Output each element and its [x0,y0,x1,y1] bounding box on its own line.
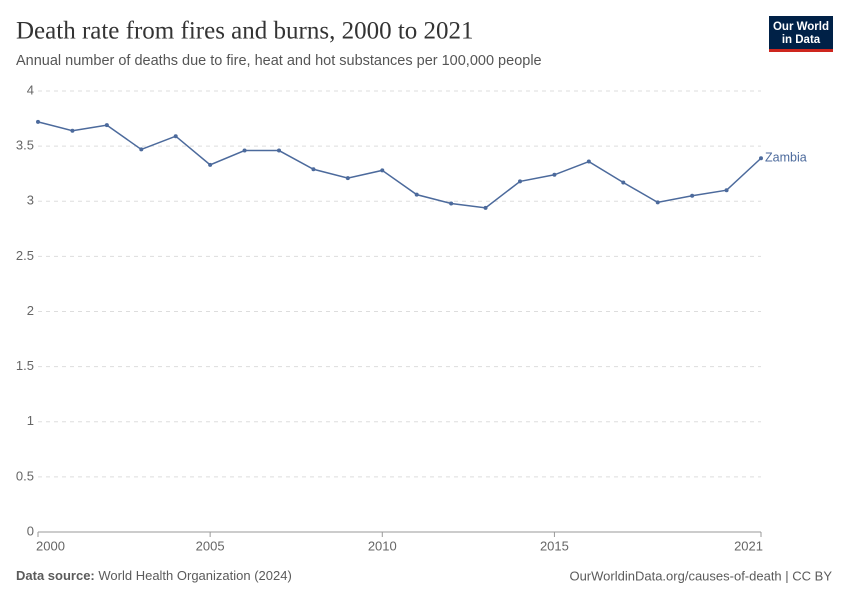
data-point [311,167,316,172]
data-point [173,134,178,139]
data-point [345,176,350,181]
data-point [586,159,591,164]
y-tick-label: 3 [27,193,34,208]
data-point [518,179,522,184]
source-text: World Health Organization (2024) [98,568,291,583]
data-point [277,148,281,153]
data-point [208,162,213,167]
y-tick-label: 0 [27,523,34,538]
source-url[interactable]: OurWorldinData.org/causes-of-death | CC … [569,568,832,583]
x-tick-label: 2005 [196,538,225,553]
chart-title: Death rate from fires and burns, 2000 to… [16,18,474,45]
y-tick-label: 1 [27,413,34,428]
source: Data source: World Health Organization (… [16,568,292,583]
x-tick-label: 2000 [36,538,65,553]
data-point [380,168,385,173]
series-label: Zambia [765,151,807,165]
data-point [759,156,763,161]
y-tick-label: 2 [27,303,34,318]
data-point [483,205,488,210]
y-tick-label: 0.5 [16,468,34,483]
data-point [690,193,695,198]
data-point [724,188,729,193]
logo-text: in Data [782,34,821,46]
data-point [104,123,109,128]
y-tick-label: 4 [27,82,34,97]
y-tick-label: 2.5 [16,248,34,263]
source-label: Data source: [16,568,95,583]
data-point [414,192,419,197]
data-point [36,119,40,124]
data-point [655,200,660,205]
series-line [37,121,762,209]
chart-subtitle: Annual number of deaths due to fire, hea… [16,53,542,69]
data-point [70,128,75,133]
logo-bar [769,49,833,52]
y-tick-label: 3.5 [16,138,34,153]
logo-text: Our World [773,21,829,33]
data-point [449,201,454,206]
data-point [621,180,626,185]
y-tick-label: 1.5 [16,358,34,373]
x-tick-label: 2021 [734,538,763,553]
logo-box[interactable] [769,16,833,52]
x-tick-label: 2010 [368,538,397,553]
data-point [242,148,247,153]
data-point [552,172,557,177]
x-tick-label: 2015 [540,538,569,553]
data-point [139,147,144,152]
